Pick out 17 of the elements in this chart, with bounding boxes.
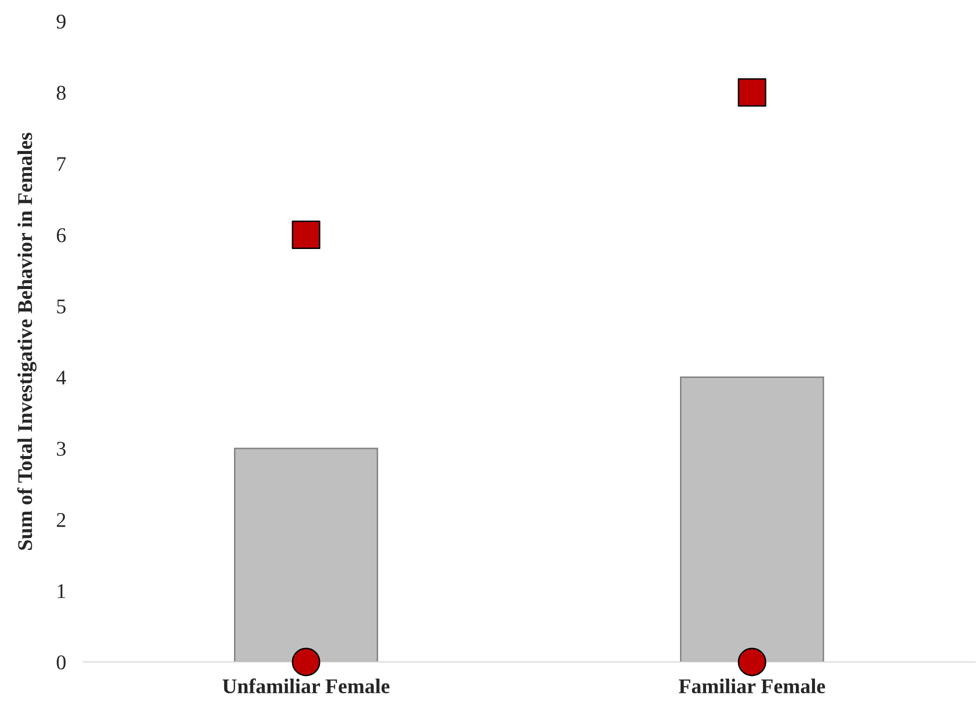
y-tick-label: 0 [56, 655, 66, 670]
point [292, 648, 320, 676]
x-tick-label: Familiar Female [678, 678, 826, 694]
point [738, 78, 766, 107]
x-tick-label: Unfamiliar Female [222, 678, 390, 694]
y-tick-label: 9 [56, 14, 66, 29]
point [738, 648, 766, 676]
y-tick-label: 4 [56, 370, 66, 384]
y-tick-label: 2 [56, 513, 66, 527]
point [292, 220, 320, 250]
y-tick-label: 3 [56, 442, 66, 456]
y-tick-label: 8 [56, 86, 66, 100]
y-tick-label: 6 [56, 228, 66, 242]
y-tick-label: 1 [58, 584, 66, 598]
y-tick-label: 7 [57, 157, 66, 171]
y-tick-label: 5 [57, 300, 66, 314]
y-axis-title: Sum of Total Investigative Behavior in Females [17, 132, 37, 550]
